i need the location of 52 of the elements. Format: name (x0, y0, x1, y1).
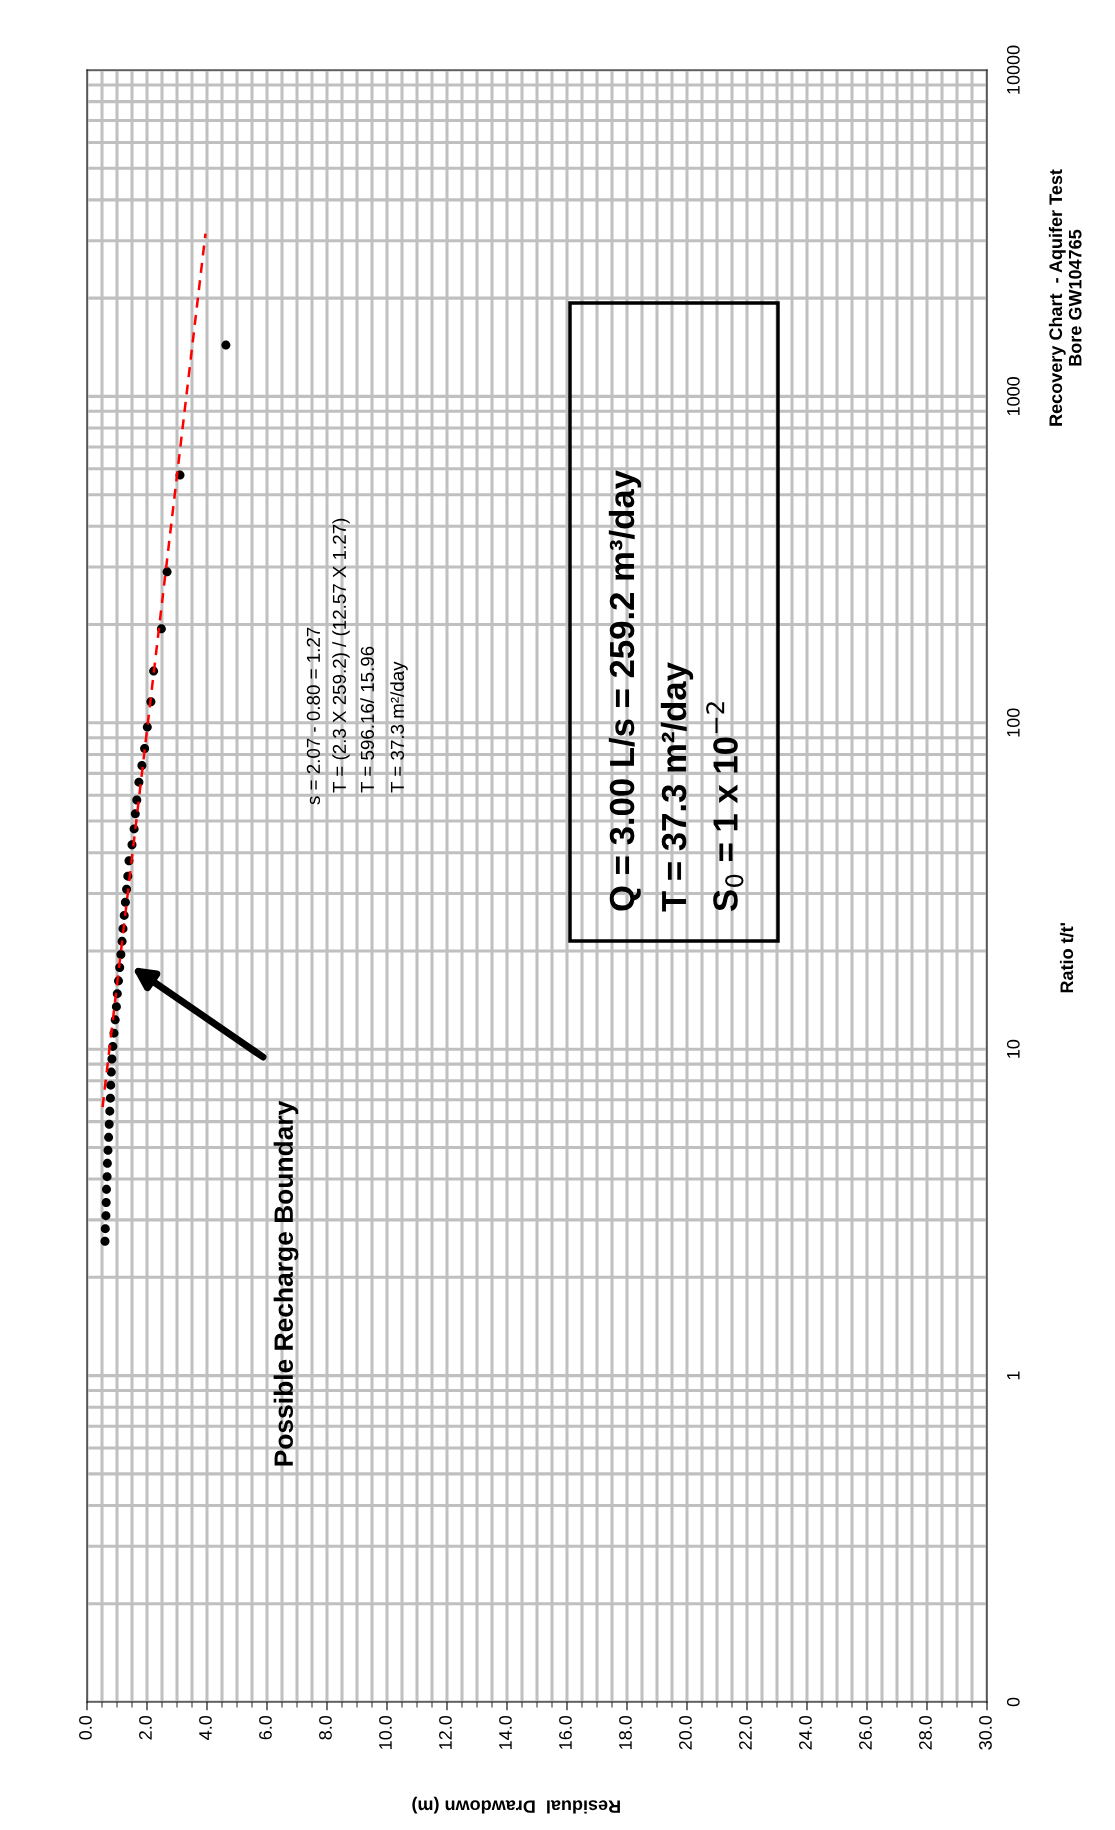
point (100, 1224, 110, 1234)
x-tick-label: 20.0 (679, 1715, 692, 1750)
annotation: T = (2.3 X 259.2) / (12.57 X 1.27) (332, 518, 350, 793)
point (102, 1172, 112, 1182)
x-tick-label: 2.0 (139, 1715, 152, 1740)
x-tick-label: 18.0 (619, 1715, 632, 1749)
y-tick-label: 0 (1006, 1697, 1020, 1707)
x-tick-label: 24.0 (799, 1715, 812, 1750)
x-tick-label: 16.0 (559, 1715, 572, 1749)
point (100, 1236, 110, 1246)
annotation: s = 2.07 - 0.80 = 1.27 (306, 627, 321, 805)
text: Recovery Chart - Aquifer Test Bore GW104765 (1048, 169, 1082, 426)
x-tick-label: 8.0 (319, 1715, 332, 1740)
annotation: T = 596.16/ 15.96 (360, 646, 375, 793)
y-tick-label: 10 (1006, 1039, 1020, 1058)
y-tick-label: 1000 (1006, 377, 1020, 416)
x-tick-label: 10.0 (379, 1715, 392, 1749)
point (105, 1093, 115, 1103)
x-tick-label: 22.0 (739, 1715, 752, 1750)
point (221, 340, 231, 350)
x-tick-label: 30.0 (979, 1715, 992, 1750)
x-tick-label: 14.0 (499, 1715, 512, 1749)
point (101, 1211, 111, 1221)
y-tick-label: 100 (1006, 708, 1020, 737)
y-tick-label: 1 (1007, 1371, 1020, 1380)
annotation: T = 37.3 m²/day (390, 661, 408, 793)
point (111, 1002, 121, 1012)
point (103, 1145, 113, 1155)
annotation: Q = 3.00 L/s = 259.2 m³/day (608, 470, 642, 911)
point (120, 897, 130, 907)
x-tick-label: 6.0 (259, 1715, 272, 1740)
annotation: Possible Recharge Boundary (273, 1100, 299, 1466)
x-tick-label: 0.0 (79, 1715, 92, 1740)
point (162, 567, 172, 577)
x-tick-label: 28.0 (919, 1715, 932, 1750)
point (107, 1054, 117, 1064)
point (105, 1106, 115, 1116)
point (106, 1080, 116, 1090)
x-tick-label: 12.0 (439, 1715, 452, 1749)
y-axis-title: Ratio t/t' (1059, 922, 1074, 993)
x-axis-title: Residual Drawdown (m) (412, 1796, 620, 1814)
annotation: T = 37.3 m²/day (660, 662, 694, 912)
annotation: S$_{0}$ = 1 x 10$^{−2}$ (706, 702, 744, 911)
point (104, 1132, 114, 1142)
point (101, 1198, 111, 1208)
x-tick-label: 26.0 (859, 1715, 872, 1750)
y-tick-label: 10000 (1006, 45, 1020, 94)
point (106, 1067, 116, 1077)
point (102, 1184, 111, 1194)
point (104, 1119, 114, 1129)
x-tick-label: 4.0 (199, 1715, 212, 1740)
point (102, 1158, 112, 1168)
